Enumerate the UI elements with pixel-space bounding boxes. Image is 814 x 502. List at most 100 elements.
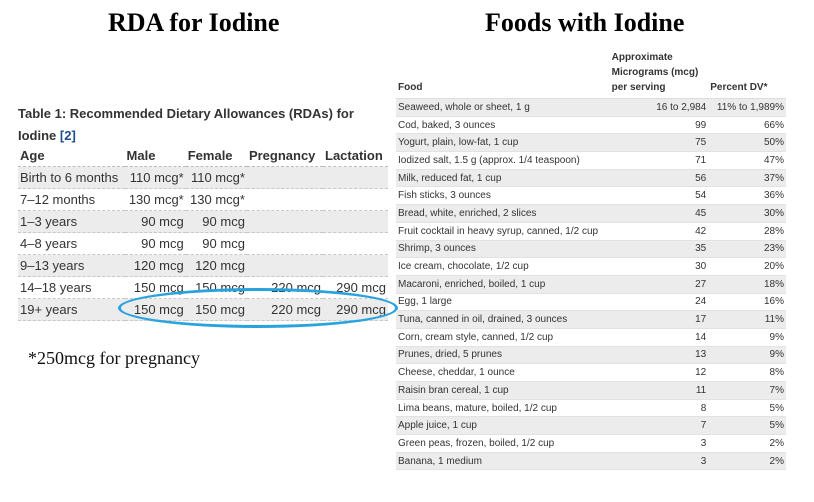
foods-cell-percent-dv: 8%: [708, 363, 786, 382]
foods-cell-micrograms: 17: [609, 310, 709, 329]
foods-cell-micrograms: 30: [609, 257, 709, 276]
rda-cell-male: 110 mcg*: [124, 166, 186, 189]
foods-table-row: Seaweed, whole or sheet, 1 g 16 to 2,984 1…: [396, 98, 786, 117]
foods-table-row: Banana, 1 medium 3 2%: [396, 452, 786, 471]
rda-cell-lactation: [323, 232, 388, 255]
rda-header-row: Age Male Female Pregnancy Lactation: [18, 144, 388, 167]
foods-header-micrograms-line1: Approximate: [611, 52, 673, 63]
rda-table-row: 9–13 years 120 mcg 120 mcg: [18, 254, 388, 277]
foods-table-row: Prunes, dried, 5 prunes 13 9%: [396, 346, 786, 365]
foods-cell-percent-dv: 30%: [708, 204, 786, 223]
rda-cell-lactation: [323, 254, 388, 277]
foods-cell-percent-dv: 66%: [708, 116, 786, 135]
foods-cell-percent-dv: 9%: [708, 346, 786, 365]
foods-cell-food: Yogurt, plain, low-fat, 1 cup: [396, 133, 610, 153]
rda-table-row: 1–3 years 90 mcg 90 mcg: [18, 210, 388, 233]
foods-table-row: Shrimp, 3 ounces 35 23%: [396, 240, 786, 259]
rda-cell-lactation: [323, 210, 388, 233]
rda-table-row: 7–12 months 130 mcg* 130 mcg*: [18, 188, 388, 211]
foods-cell-percent-dv: 2%: [708, 434, 786, 453]
foods-cell-percent-dv: 20%: [708, 257, 786, 276]
rda-cell-pregnancy: [246, 166, 324, 189]
foods-table-row: Tuna, canned in oil, drained, 3 ounces 17…: [396, 310, 786, 329]
rda-cell-male: 120 mcg: [124, 254, 186, 277]
rda-header-male: Male: [124, 144, 186, 167]
foods-cell-percent-dv: 16%: [708, 293, 786, 312]
foods-cell-micrograms: 12: [609, 363, 709, 382]
foods-cell-food: Milk, reduced fat, 1 cup: [396, 169, 610, 188]
foods-cell-food: Cod, baked, 3 ounces: [396, 116, 610, 135]
foods-header-micrograms-line3: per serving: [611, 82, 666, 93]
foods-cell-micrograms: 56: [609, 169, 709, 188]
foods-cell-micrograms: 42: [609, 222, 709, 241]
foods-cell-micrograms: 27: [609, 275, 709, 294]
foods-cell-food: Lima beans, mature, boiled, 1/2 cup: [396, 399, 610, 418]
foods-table-row: Macaroni, enriched, boiled, 1 cup 27 18%: [396, 275, 786, 294]
foods-cell-food: Shrimp, 3 ounces: [396, 240, 610, 259]
foods-cell-food: Egg, 1 large: [396, 293, 610, 312]
foods-cell-percent-dv: 5%: [708, 416, 786, 436]
foods-cell-food: Apple juice, 1 cup: [396, 416, 610, 436]
rda-heading: RDA for Iodine: [108, 8, 280, 37]
rda-cell-pregnancy: [246, 188, 324, 211]
foods-table-row: Milk, reduced fat, 1 cup 56 37%: [396, 169, 786, 188]
foods-cell-micrograms: 54: [609, 186, 709, 206]
rda-cell-female: 110 mcg*: [185, 166, 247, 189]
foods-cell-food: Fruit cocktail in heavy syrup, canned, 1…: [396, 222, 610, 241]
rda-caption-text: Table 1: Recommended Dietary Allowances …: [18, 106, 354, 143]
foods-cell-micrograms: 14: [609, 328, 709, 347]
foods-cell-food: Bread, white, enriched, 2 slices: [396, 204, 610, 223]
foods-cell-percent-dv: 2%: [708, 452, 786, 471]
foods-cell-food: Ice cream, chocolate, 1/2 cup: [396, 257, 610, 276]
foods-cell-food: Prunes, dried, 5 prunes: [396, 346, 610, 365]
rda-cell-age: 19+ years: [18, 298, 125, 321]
foods-cell-food: Fish sticks, 3 ounces: [396, 186, 610, 206]
rda-table-row: Birth to 6 months 110 mcg* 110 mcg*: [18, 166, 388, 189]
foods-cell-percent-dv: 36%: [708, 186, 786, 206]
rda-caption-reference-link[interactable]: [2]: [59, 128, 76, 143]
foods-cell-micrograms: 71: [609, 151, 709, 170]
foods-table-row: Lima beans, mature, boiled, 1/2 cup 8 5%: [396, 399, 786, 418]
rda-table-row: 4–8 years 90 mcg 90 mcg: [18, 232, 388, 255]
foods-cell-food: Iodized salt, 1.5 g (approx. 1/4 teaspoo…: [396, 151, 610, 170]
rda-cell-female: 120 mcg: [185, 254, 247, 277]
foods-cell-percent-dv: 18%: [708, 275, 786, 294]
foods-cell-micrograms: 8: [609, 399, 709, 418]
foods-table-row: Iodized salt, 1.5 g (approx. 1/4 teaspoo…: [396, 151, 786, 170]
foods-header-micrograms: Approximate Micrograms (mcg) per serving: [609, 50, 709, 99]
rda-cell-age: 14–18 years: [18, 276, 125, 299]
foods-cell-micrograms: 3: [609, 452, 709, 471]
rda-cell-age: 4–8 years: [18, 232, 125, 255]
foods-cell-percent-dv: 5%: [708, 399, 786, 418]
foods-cell-food: Tuna, canned in oil, drained, 3 ounces: [396, 310, 610, 329]
rda-cell-lactation: [323, 188, 388, 211]
rda-cell-female: 130 mcg*: [185, 188, 247, 211]
rda-cell-female: 90 mcg: [185, 232, 247, 255]
foods-table-row: Yogurt, plain, low-fat, 1 cup 75 50%: [396, 133, 786, 153]
foods-table-row: Raisin bran cereal, 1 cup 11 7%: [396, 381, 786, 400]
foods-cell-percent-dv: 37%: [708, 169, 786, 188]
rda-header-lactation: Lactation: [323, 144, 388, 167]
foods-cell-food: Banana, 1 medium: [396, 452, 610, 471]
foods-table-row: Egg, 1 large 24 16%: [396, 293, 786, 312]
foods-cell-food: Macaroni, enriched, boiled, 1 cup: [396, 275, 610, 294]
adult-row-highlight-circle: [118, 288, 398, 328]
foods-header-micrograms-line2: Micrograms (mcg): [611, 67, 699, 78]
foods-cell-micrograms: 7: [609, 416, 709, 436]
foods-cell-percent-dv: 28%: [708, 222, 786, 241]
foods-cell-micrograms: 35: [609, 240, 709, 259]
foods-cell-food: Corn, cream style, canned, 1/2 cup: [396, 328, 610, 347]
foods-cell-micrograms: 45: [609, 204, 709, 223]
foods-heading: Foods with Iodine: [485, 8, 685, 37]
foods-cell-micrograms: 75: [609, 133, 709, 153]
foods-cell-micrograms: 24: [609, 293, 709, 312]
foods-cell-percent-dv: 9%: [708, 328, 786, 347]
foods-cell-percent-dv: 11%: [708, 310, 786, 329]
rda-cell-pregnancy: [246, 210, 324, 233]
foods-table-row: Cod, baked, 3 ounces 99 66%: [396, 116, 786, 135]
rda-header-female: Female: [185, 144, 247, 167]
foods-table-row: Fish sticks, 3 ounces 54 36%: [396, 186, 786, 206]
foods-table-body: Seaweed, whole or sheet, 1 g 16 to 2,984 1…: [396, 98, 786, 471]
foods-cell-micrograms: 13: [609, 346, 709, 365]
rda-cell-male: 90 mcg: [124, 232, 186, 255]
